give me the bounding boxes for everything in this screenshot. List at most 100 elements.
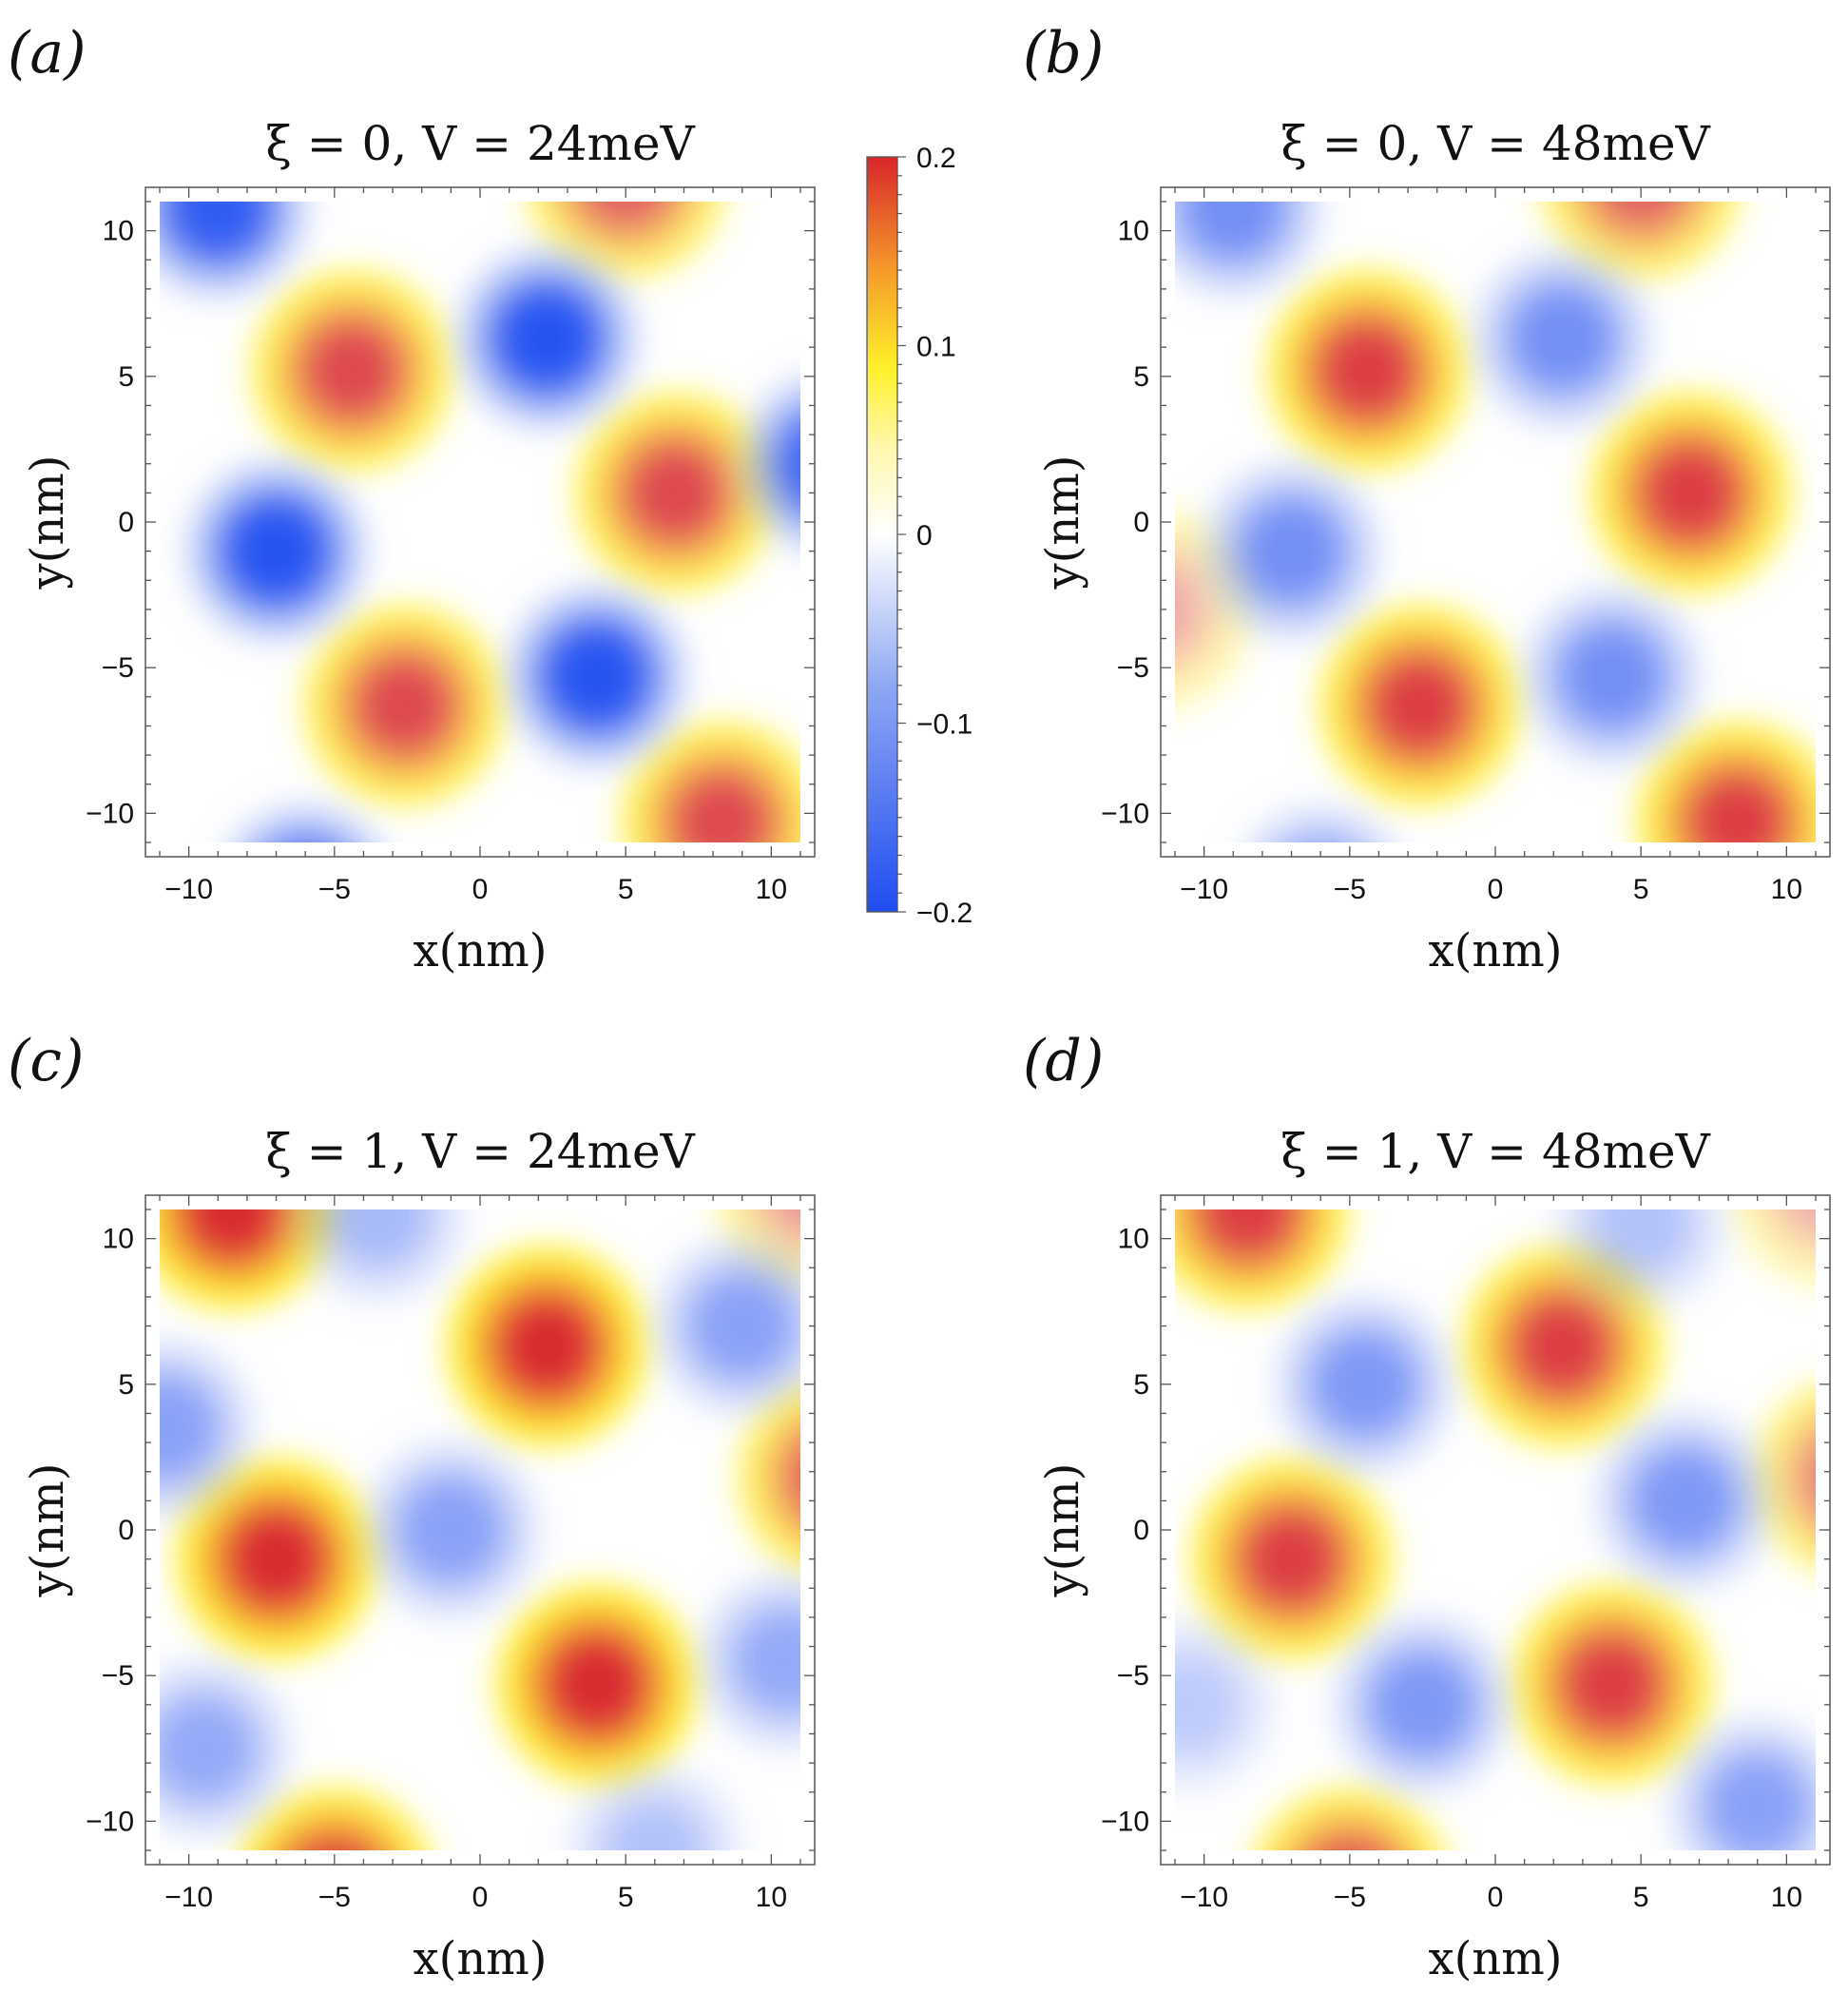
x-axis-label: x(nm) <box>414 1932 548 1985</box>
y-axis-label: y(nm) <box>21 455 74 590</box>
heatmap-minimum <box>1457 233 1667 444</box>
panel-label: (b) <box>1023 20 1104 87</box>
x-tick-label: −5 <box>1334 1882 1366 1913</box>
heatmap-maximum <box>433 1232 661 1461</box>
y-tick-label: −5 <box>102 652 134 684</box>
heatmap-minimum <box>171 446 381 656</box>
x-tick-label: −5 <box>318 1882 351 1913</box>
x-tick-label: 5 <box>1633 1882 1649 1913</box>
heatmap-minimum <box>1535 1209 1746 1329</box>
x-tick-label: −10 <box>164 1882 213 1913</box>
panel-c: −10 −5 0 5 10 10 5 0 −5 −10 x(nm) y(nm) ξ = 1, V = 2… <box>8 1028 816 1985</box>
y-tick-label: 5 <box>118 361 134 393</box>
y-axis-label: y(nm) <box>1036 455 1089 590</box>
heatmap-minimum <box>681 1556 800 1767</box>
y-tick-label: −5 <box>1117 652 1149 684</box>
heatmap-minimum <box>160 202 323 313</box>
y-tick-label: 10 <box>103 1224 134 1255</box>
heatmap-maximum <box>1253 257 1481 485</box>
y-tick-label: −10 <box>86 798 134 829</box>
panel-title: ξ = 1, V = 48meV <box>1280 1124 1710 1179</box>
heatmap-minimum <box>549 1745 760 1850</box>
heatmap-maximum <box>1498 1570 1726 1798</box>
heatmap-minimum <box>1259 1279 1470 1490</box>
y-tick-label: 10 <box>1118 1224 1149 1255</box>
heatmap-minimum <box>160 1323 271 1534</box>
heatmap-minimum <box>214 789 396 842</box>
heatmap-minimum <box>1175 202 1338 313</box>
heatmap-field <box>1175 202 1816 842</box>
y-tick-label: 0 <box>118 507 134 538</box>
heatmap-minimum <box>442 233 652 444</box>
heatmap-minimum <box>1579 1396 1790 1606</box>
heatmap-minimum <box>1318 1599 1528 1810</box>
x-tick-label: −10 <box>1180 1882 1228 1913</box>
heatmap-minimum <box>724 362 800 565</box>
y-tick-label: 0 <box>1133 1515 1149 1546</box>
x-tick-label: 10 <box>1771 1882 1802 1913</box>
x-tick-label: 0 <box>1488 874 1504 905</box>
x-tick-label: 5 <box>618 874 634 905</box>
y-tick-label: −5 <box>102 1660 134 1692</box>
y-tick-label: −10 <box>1101 798 1149 829</box>
heatmap-maximum <box>1576 378 1804 607</box>
panel-label: (a) <box>8 20 87 87</box>
heatmap-minimum <box>491 571 702 782</box>
x-tick-label: −10 <box>164 874 213 905</box>
panel-b: −10 −5 0 5 10 10 5 0 −5 −10 x(nm) y(nm) ξ = 0, V = 4… <box>1023 20 1831 977</box>
x-tick-label: 0 <box>472 1882 489 1913</box>
colorbar-tick-label: 0.2 <box>916 143 956 174</box>
heatmap-minimum <box>160 1643 309 1850</box>
x-axis-label: x(nm) <box>1429 924 1563 977</box>
heatmap-maximum <box>1305 591 1533 820</box>
y-tick-label: −5 <box>1117 1660 1149 1692</box>
colorbar-tick-label: −0.1 <box>916 709 972 741</box>
colorbar-tick-label: 0 <box>916 520 933 551</box>
panel-title: ξ = 1, V = 24meV <box>265 1124 695 1179</box>
x-tick-label: −5 <box>318 874 351 905</box>
x-tick-label: 10 <box>756 1882 787 1913</box>
x-tick-label: 10 <box>1771 874 1802 905</box>
panel-title: ξ = 0, V = 48meV <box>1280 116 1710 171</box>
x-tick-label: 5 <box>1633 874 1649 905</box>
x-tick-label: 0 <box>1488 1882 1504 1913</box>
y-axis-label: y(nm) <box>21 1463 74 1598</box>
heatmap-maximum <box>483 1570 711 1798</box>
heatmap-maximum <box>238 257 466 485</box>
colorbar-tick-label: −0.2 <box>916 898 972 929</box>
heatmap-minimum <box>346 1424 556 1635</box>
heatmap-maximum <box>290 591 518 820</box>
heatmap-minimum <box>273 1209 484 1321</box>
y-tick-label: 0 <box>1133 507 1149 538</box>
heatmap-minimum <box>1229 789 1412 842</box>
y-tick-label: 5 <box>118 1369 134 1401</box>
y-tick-label: 0 <box>118 1515 134 1546</box>
heatmap-field <box>160 202 800 842</box>
colorbar-tick-label: 0.1 <box>916 332 956 363</box>
x-axis-label: x(nm) <box>414 924 548 977</box>
colorbar: 0.2 0.1 0 −0.1 −0.2 <box>866 143 972 929</box>
panel-d: −10 −5 0 5 10 10 5 0 −5 −10 x(nm) y(nm) ξ = 1, V = 4… <box>1023 1028 1831 1985</box>
y-axis-label: y(nm) <box>1036 1463 1089 1598</box>
panel-a: −10 −5 0 5 10 10 5 0 −5 −10 x(nm) y(nm) ξ = 0, V = 2… <box>8 20 816 977</box>
panel-title: ξ = 0, V = 24meV <box>265 116 695 171</box>
y-tick-label: 10 <box>103 216 134 247</box>
heatmap-field <box>1175 1209 1816 1850</box>
x-tick-label: 0 <box>472 874 489 905</box>
heatmap-minimum <box>1507 571 1717 782</box>
x-tick-label: −10 <box>1180 874 1228 905</box>
y-tick-label: 5 <box>1133 361 1149 393</box>
heatmap-minimum <box>1186 446 1396 656</box>
colorbar-gradient <box>866 156 898 913</box>
heatmap-minimum <box>1652 1701 1816 1850</box>
x-axis-label: x(nm) <box>1429 1932 1563 1985</box>
y-tick-label: −10 <box>1101 1806 1149 1837</box>
x-tick-label: 10 <box>756 874 787 905</box>
y-tick-label: −10 <box>86 1806 134 1837</box>
x-tick-label: 5 <box>618 1882 634 1913</box>
panel-label: (d) <box>1023 1028 1104 1094</box>
heatmap-minimum <box>1175 1599 1295 1810</box>
heatmap-minimum <box>637 1221 800 1431</box>
y-tick-label: 10 <box>1118 216 1149 247</box>
